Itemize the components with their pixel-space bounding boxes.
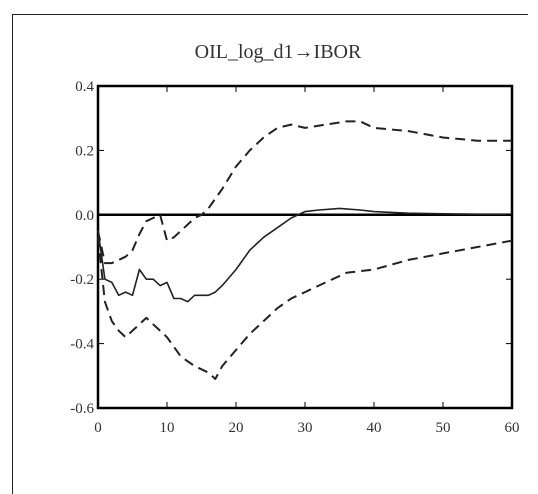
- x-tick-label: 30: [298, 420, 313, 436]
- chart-canvas: OIL_log_d1→IBOR 0.4 0.2 0.0 -0.2 -0.4 -0.60 10…: [70, 41, 519, 436]
- y-tick-label: -0.2: [70, 272, 94, 288]
- x-tick-label: 50: [436, 420, 451, 436]
- x-tick-label: 20: [229, 420, 244, 436]
- upper-band-line: [97, 120, 512, 265]
- y-tick-label: -0.6: [70, 401, 94, 417]
- y-tick-label: -0.4: [70, 337, 94, 353]
- x-tick-label: 10: [160, 420, 175, 436]
- chart-title: OIL_log_d1→IBOR: [195, 41, 362, 63]
- axis-ticks: 0.4 0.2 0.0 -0.2 -0.4 -0.60 10 20 30 40 50 60: [70, 79, 519, 436]
- plot-border: [96, 84, 514, 410]
- x-tick-label: 0: [94, 420, 102, 436]
- x-tick-label: 40: [367, 420, 382, 436]
- plot-area: [96, 84, 514, 410]
- x-tick-label: 60: [505, 420, 520, 436]
- chart-frame: [12, 14, 528, 494]
- lower-band-line: [97, 237, 513, 380]
- y-tick-label: 0.0: [75, 208, 94, 224]
- y-tick-label: 0.2: [75, 143, 94, 159]
- y-tick-label: 0.4: [75, 79, 94, 95]
- response-line: [97, 207, 512, 303]
